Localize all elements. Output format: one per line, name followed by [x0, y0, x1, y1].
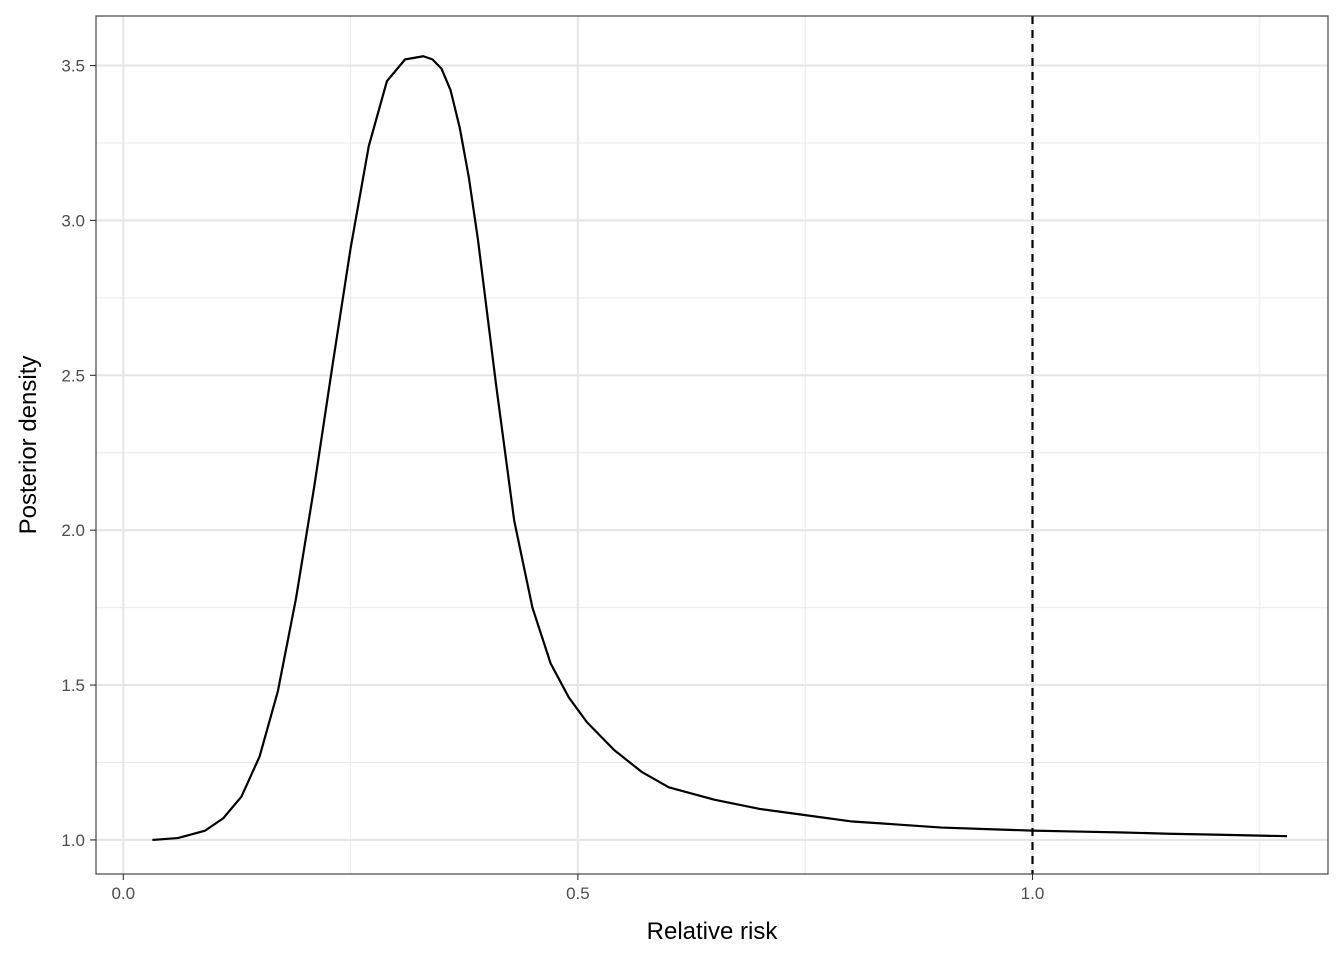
- x-axis-title: Relative risk: [647, 918, 779, 945]
- x-tick-label-0: 0.0: [111, 884, 135, 903]
- x-axis-ticks: 0.0 0.5 1.0: [111, 874, 1044, 903]
- y-tick-label-3: 2.5: [61, 366, 85, 385]
- y-axis-ticks: 1.0 1.5 2.0 2.5 3.0 3.5: [61, 57, 96, 850]
- y-axis-title: Posterior density: [15, 356, 42, 535]
- plot-panel-border: [95, 15, 1329, 875]
- y-tick-label-1: 1.5: [61, 676, 85, 695]
- minor-gridlines: [96, 16, 1328, 874]
- x-tick-label-2: 1.0: [1021, 884, 1045, 903]
- y-tick-label-5: 3.5: [61, 57, 85, 76]
- x-tick-label-1: 0.5: [566, 884, 590, 903]
- y-tick-label-0: 1.0: [61, 831, 85, 850]
- y-tick-label-4: 3.0: [61, 211, 85, 230]
- series-layer: [152, 16, 1288, 874]
- y-tick-label-2: 2.0: [61, 521, 85, 540]
- density-curve-line-0: [152, 55, 1288, 842]
- plot-background: [96, 16, 1328, 874]
